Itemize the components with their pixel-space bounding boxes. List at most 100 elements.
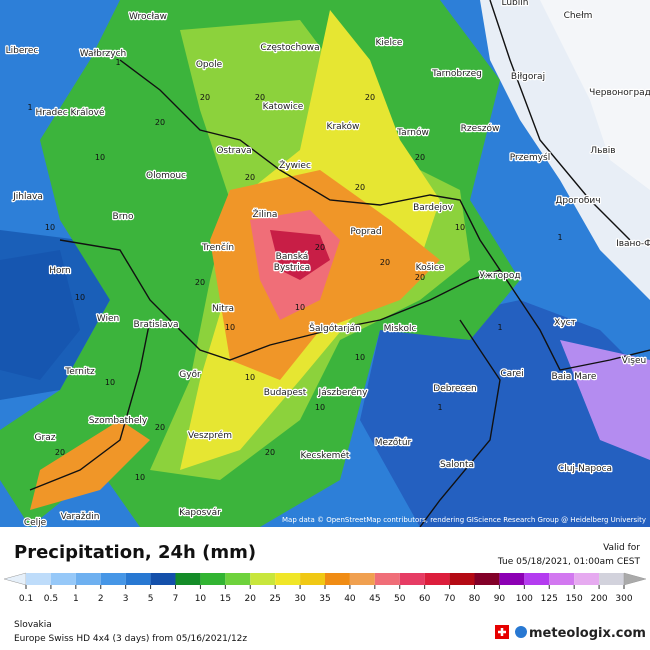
legend-label: 45 <box>369 594 380 604</box>
city-label: Szombathely <box>89 416 148 426</box>
city-label: Horn <box>49 266 71 276</box>
legend-swatch <box>574 573 600 585</box>
city-label: Poprad <box>350 227 381 237</box>
contour-label: 20 <box>155 423 165 432</box>
legend-label: 35 <box>319 594 330 604</box>
city-label: Częstochowa <box>260 43 319 53</box>
valid-time: Tue 05/18/2021, 01:00am CEST <box>497 557 641 567</box>
legend-swatch <box>300 573 325 585</box>
city-label: Львів <box>590 146 615 156</box>
legend-swatch <box>26 573 51 585</box>
city-label: Tarnów <box>396 127 429 138</box>
city-label: Tarnobrzeg <box>431 69 482 79</box>
contour-label: 10 <box>315 403 325 412</box>
city-label: Graz <box>35 433 56 443</box>
city-label: Baia Mare <box>552 372 597 382</box>
city-label: Bratislava <box>134 320 179 330</box>
contour-label: 10 <box>225 323 235 332</box>
contour-label: 20 <box>315 243 325 252</box>
city-label: Varaždin <box>61 512 100 522</box>
city-label: Івано-Ф <box>616 239 650 249</box>
legend-swatch <box>399 573 425 585</box>
logo-icon <box>515 626 527 638</box>
contour-label: 20 <box>380 258 390 267</box>
city-label: Vişeu <box>622 356 646 366</box>
contour-label: 20 <box>200 93 210 102</box>
city-label: Carei <box>500 369 523 379</box>
city-label: Дрогобич <box>555 196 600 206</box>
city-label: Katowice <box>263 102 304 112</box>
city-label: Biłgoraj <box>511 72 545 82</box>
city-label: Chełm <box>564 11 593 21</box>
legend-label: 1 <box>73 594 79 604</box>
legend-label: 5 <box>148 594 154 604</box>
city-label: Žilina <box>253 208 278 220</box>
city-label: Cluj-Napoca <box>558 464 612 474</box>
legend-label: 0.5 <box>44 594 58 604</box>
legend-label: 20 <box>245 594 257 604</box>
contour-label: 10 <box>455 223 465 232</box>
legend-label: 100 <box>516 594 533 604</box>
city-label: Trenčín <box>201 242 234 253</box>
city-label: Mezőtúr <box>375 438 412 448</box>
legend-swatch <box>524 573 550 585</box>
city-label: Ужгород <box>479 271 520 281</box>
legend-swatch <box>424 573 450 585</box>
city-label: Liberec <box>6 46 39 56</box>
legend-arrow <box>3 572 27 586</box>
city-label: Nitra <box>212 304 234 314</box>
city-label: Kecskemét <box>301 450 350 461</box>
legend-swatch <box>150 573 176 585</box>
contour-label: 20 <box>245 173 255 182</box>
contour-label: 1 <box>115 58 120 67</box>
contour-label: 20 <box>265 448 275 457</box>
city-label: Wrocław <box>129 12 167 22</box>
legend-swatch <box>175 573 201 585</box>
legend-swatch <box>549 573 575 585</box>
city-label: Ostrava <box>216 146 251 156</box>
legend-swatch <box>200 573 226 585</box>
legend-label: 60 <box>419 594 431 604</box>
contour-label: 1 <box>27 103 32 112</box>
legend-swatch <box>225 573 251 585</box>
contour-label: 1 <box>557 233 562 242</box>
legend-label: 30 <box>294 594 306 604</box>
city-label: Košice <box>416 262 445 273</box>
city-label: Jászberény <box>318 387 369 398</box>
city-label: Jihlava <box>12 192 43 202</box>
contour-label: 20 <box>365 93 375 102</box>
legend-swatch <box>100 573 126 585</box>
city-label: Győr <box>179 370 201 380</box>
contour-label: 20 <box>355 183 365 192</box>
contour-label: 10 <box>355 353 365 362</box>
city-label: Przemyśl <box>510 152 551 163</box>
valid-label: Valid for <box>603 543 640 553</box>
legend-label: 10 <box>195 594 207 604</box>
model-run: Europe Swiss HD 4x4 (3 days) from 05/16/… <box>14 634 247 644</box>
city-label: Opole <box>196 60 223 70</box>
legend-title: Precipitation, 24h (mm) <box>14 542 256 563</box>
legend-swatch <box>349 573 375 585</box>
city-label: Šalgótarján <box>309 322 360 334</box>
city-label: Debrecen <box>433 384 476 394</box>
city-label: Miskolc <box>384 324 417 334</box>
city-label: Salonta <box>440 460 474 470</box>
city-label: Lublin <box>502 0 529 8</box>
city-label: Wien <box>97 314 119 324</box>
legend-label: 200 <box>590 594 607 604</box>
contour-label: 10 <box>75 293 85 302</box>
legend-label: 125 <box>541 594 558 604</box>
contour-label: 10 <box>45 223 55 232</box>
legend-swatch <box>75 573 101 585</box>
contour-label: 20 <box>195 278 205 287</box>
contour-label: 1 <box>497 323 502 332</box>
legend-label: 150 <box>566 594 583 604</box>
legend-label: 25 <box>269 594 280 604</box>
city-label: Bardejov <box>413 203 453 213</box>
legend-swatch <box>474 573 500 585</box>
contour-label: 20 <box>55 448 65 457</box>
legend-arrow <box>623 572 647 586</box>
attribution: Map data © OpenStreetMap contributors, r… <box>282 516 646 524</box>
map: Lublin Wrocław Chełm Liberec Wałbrzych Opole C… <box>0 0 650 527</box>
